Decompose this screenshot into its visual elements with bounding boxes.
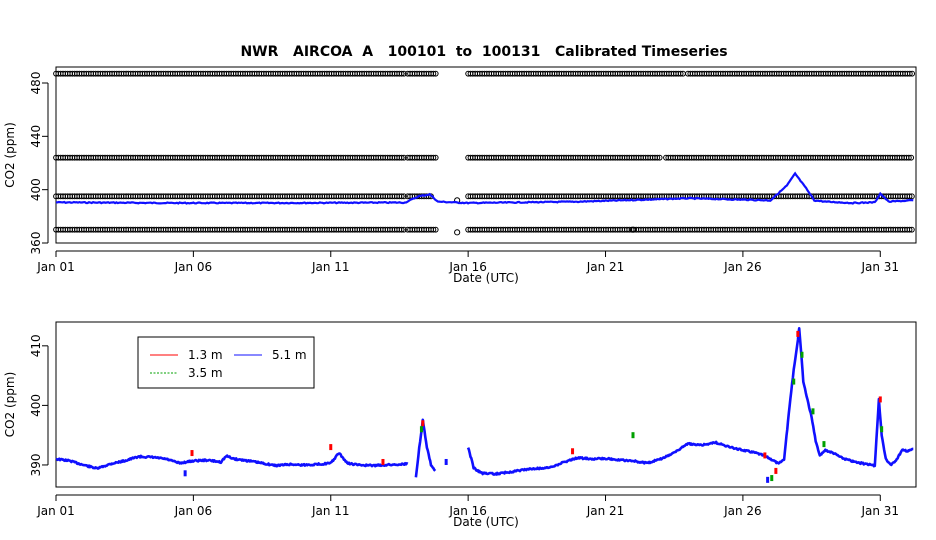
series-5.1m-line (414, 418, 437, 478)
y-tick-label: 360 (29, 232, 43, 255)
x-tick-label: Jan 06 (174, 504, 213, 518)
top-panel: Jan 01 Jan 06 Jan 11 Jan 16 Jan 21 Jan 26 Jan … (3, 66, 917, 285)
calibration-point (398, 154, 405, 161)
calibration-point (430, 154, 437, 161)
calibration-point (908, 193, 915, 200)
legend-label: 5.1 m (272, 348, 307, 362)
legend-label: 3.5 m (188, 366, 223, 380)
calibration-point (401, 70, 407, 77)
x-tick-label: Jan 11 (311, 260, 350, 274)
series-1.3m-point (774, 467, 778, 474)
series-3.5m-point (822, 441, 826, 448)
x-tick-label: Jan 11 (311, 504, 350, 518)
x-tick-label: Jan 31 (860, 504, 899, 518)
calibration-point (906, 193, 913, 200)
series-1.3m-point (796, 330, 800, 337)
y-tick-label: 400 (29, 394, 43, 417)
series-3.5m-point (631, 432, 635, 439)
y-tick-label: 410 (29, 334, 43, 357)
y-axis-label: CO2 (ppm) (3, 372, 17, 438)
calibration-point (401, 226, 407, 233)
calibration-point (908, 226, 915, 233)
series-1.3m-point (329, 444, 333, 451)
y-tick-label: 480 (29, 72, 43, 95)
series-1.3m-point (421, 420, 425, 427)
series-3.5m-point (880, 426, 884, 433)
legend: 1.3 m 5.1 m 3.5 m (137, 336, 315, 389)
calibration-point (401, 193, 407, 200)
series-1.3m-point (190, 450, 194, 457)
x-tick-label: Jan 26 (723, 504, 762, 518)
chart-title: NWR AIRCOA A 100101 to 100131 Calibrated… (240, 44, 727, 60)
calibration-point (677, 70, 684, 77)
calibration-point (432, 154, 439, 161)
series-1.3m-point (381, 458, 385, 465)
x-tick-label: Jan 26 (723, 260, 762, 274)
x-tick-label: Jan 31 (860, 260, 899, 274)
calibration-point (430, 226, 437, 233)
calibration-point (398, 226, 405, 233)
series-1.3m-point (571, 448, 575, 455)
calibration-point (432, 226, 439, 233)
bottom-panel: Jan 01 Jan 06 Jan 11 Jan 16 Jan 21 Jan 26 Jan … (3, 321, 917, 529)
calibration-point (454, 229, 461, 236)
calibration-point (909, 70, 916, 77)
y-tick-label: 390 (29, 454, 43, 477)
calibration-point (432, 70, 439, 77)
calibration-point (398, 193, 405, 200)
series-3.5m-point (800, 351, 804, 358)
x-axis-label: Date (UTC) (453, 515, 519, 529)
calibration-point (908, 154, 915, 161)
calibration-point (906, 70, 913, 77)
legend-box (137, 336, 315, 389)
calibration-point (656, 154, 663, 161)
x-tick-label: Jan 06 (174, 260, 213, 274)
plot-frame (55, 321, 917, 488)
x-tick-label: Jan 01 (36, 260, 75, 274)
x-tick-label: Jan 21 (586, 260, 625, 274)
calibration-point (905, 154, 912, 161)
calibration-point (906, 226, 913, 233)
calibration-point (398, 70, 405, 77)
series-3.5m-point (770, 475, 774, 482)
series-3.5m-point (792, 378, 796, 385)
x-tick-label: Jan 01 (36, 504, 75, 518)
series-5.1m-point (183, 470, 187, 477)
series-5.1m-point (444, 458, 448, 465)
x-axis-label: Date (UTC) (453, 271, 519, 285)
calibration-point (401, 154, 407, 161)
calibration-point (430, 70, 437, 77)
x-tick-label: Jan 16 (448, 260, 487, 274)
series-5.1m-line (55, 452, 409, 470)
series-3.5m-point (419, 426, 423, 433)
calibration-point (629, 226, 637, 233)
series-5.1m-point (766, 476, 770, 483)
x-tick-label: Jan 21 (586, 504, 625, 518)
y-axis-label: CO2 (ppm) (3, 122, 17, 188)
legend-label: 1.3 m (188, 348, 223, 362)
co2-trace (55, 171, 914, 205)
y-tick-label: 400 (29, 178, 43, 201)
y-tick-label: 440 (29, 125, 43, 148)
series-3.5m-point (811, 408, 815, 415)
series-1.3m-point (878, 396, 882, 403)
series-1.3m-point (763, 452, 767, 459)
series-5.1m-line (466, 326, 914, 476)
x-tick-label: Jan 16 (448, 504, 487, 518)
calibration-point (654, 154, 661, 161)
